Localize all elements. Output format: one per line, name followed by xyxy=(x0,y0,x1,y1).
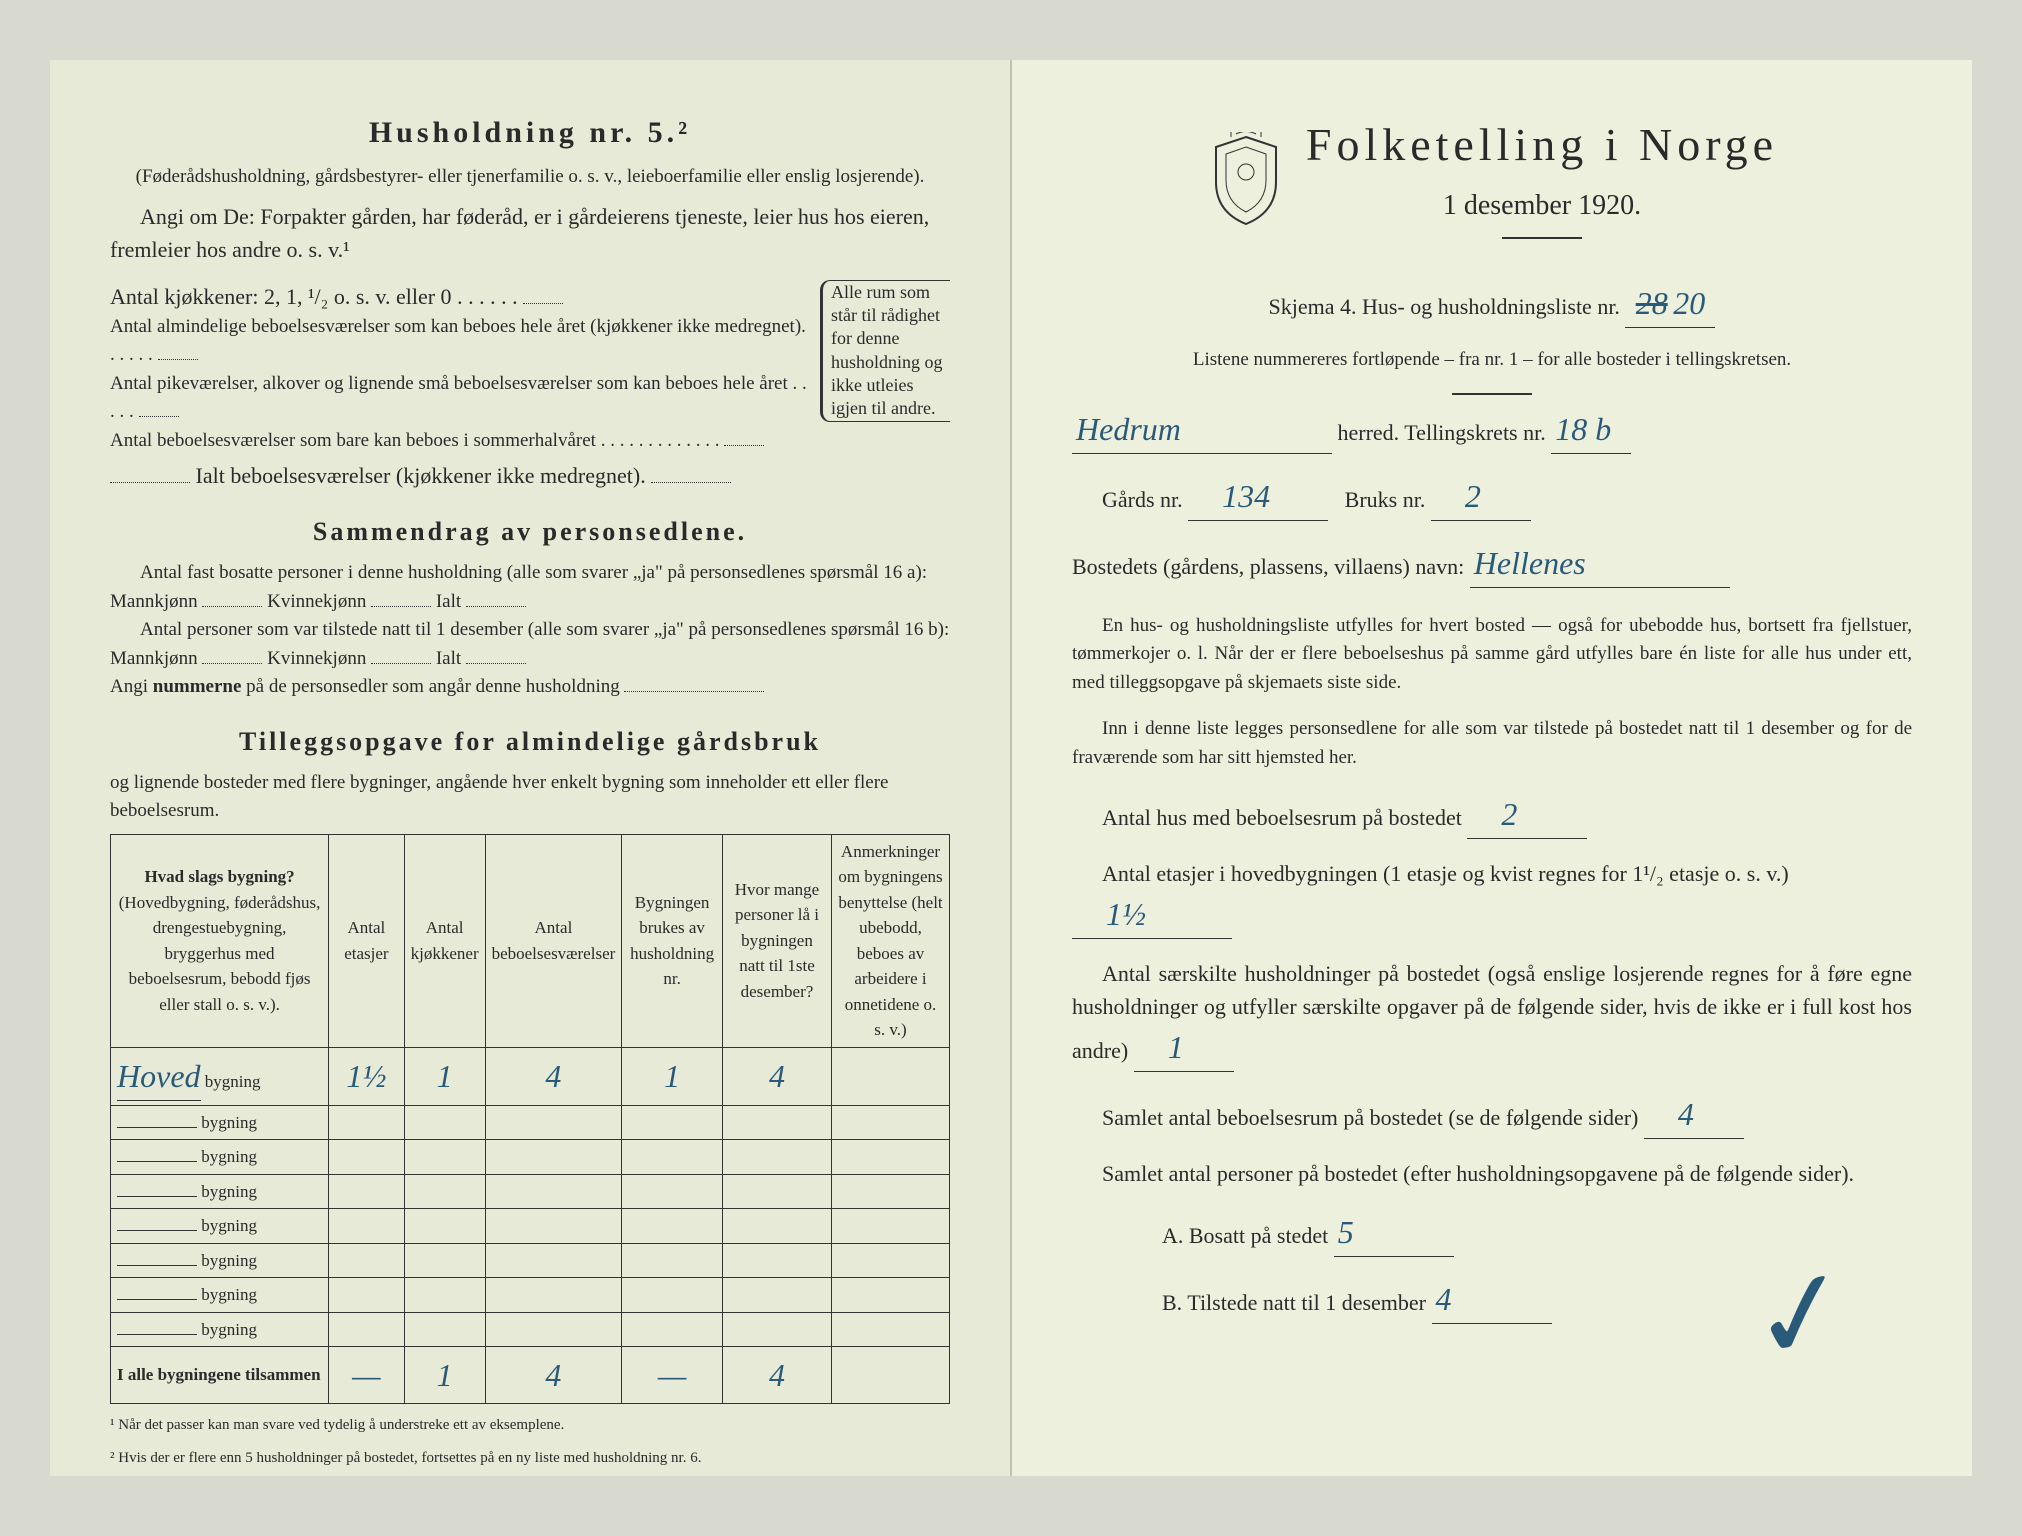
bracket-note: Alle rum som står til rådighet for denne… xyxy=(820,280,950,422)
q-houses: Antal hus med beboelsesrum på bostedet 2 xyxy=(1072,790,1912,839)
table-total-row: I alle bygningene tilsammen — 1 4 — 4 xyxy=(111,1347,950,1404)
summary-line3: Angi nummerne på de personsedler som ang… xyxy=(110,673,950,702)
coat-of-arms-icon xyxy=(1206,132,1286,227)
census-title: Folketelling i Norge xyxy=(1306,110,1778,179)
household-sub2: Angi om De: Forpakter gården, har føderå… xyxy=(110,200,950,266)
q-persons-label: Samlet antal personer på bostedet (efter… xyxy=(1072,1157,1912,1190)
instructions-p1: En hus- og husholdningsliste utfylles fo… xyxy=(1072,612,1912,698)
bosted-line: Bostedets (gårdens, plassens, villaens) … xyxy=(1072,539,1912,588)
left-page: Husholdning nr. 5.² (Føderådshusholdning… xyxy=(50,60,1012,1476)
table-header-row: Hvad slags bygning?(Hovedbygning, føderå… xyxy=(111,834,950,1047)
q-rooms: Samlet antal beboelsesrum på bostedet (s… xyxy=(1072,1090,1912,1139)
census-date: 1 desember 1920. xyxy=(1306,185,1778,227)
footnote-2: ² Hvis der er flere enn 5 husholdninger … xyxy=(110,1447,950,1470)
herred-line: Hedrum herred. Tellingskrets nr. 18 b xyxy=(1072,405,1912,454)
table-row: bygning xyxy=(111,1174,950,1209)
gards-line: Gårds nr. 134 Bruks nr. 2 xyxy=(1072,472,1912,521)
title-block: Folketelling i Norge 1 desember 1920. xyxy=(1072,110,1912,249)
room-questions: Antal kjøkkener: 2, 1, ¹/₂ o. s. v. elle… xyxy=(110,280,810,493)
supplement-sub: og lignende bosteder med flere bygninger… xyxy=(110,769,950,826)
household-heading: Husholdning nr. 5.² xyxy=(110,110,950,155)
supplement-heading: Tilleggsopgave for almindelige gårdsbruk xyxy=(110,722,950,761)
instructions-p2: Inn i denne liste legges personsedlene f… xyxy=(1072,715,1912,772)
q-floors: Antal etasjer i hovedbygningen (1 etasje… xyxy=(1072,857,1912,939)
q-households: Antal særskilte husholdninger på bostede… xyxy=(1072,957,1912,1072)
table-row: bygning xyxy=(111,1105,950,1140)
summary-line1: Antal fast bosatte personer i denne hush… xyxy=(110,559,950,616)
table-row: bygning xyxy=(111,1312,950,1347)
summary-heading: Sammendrag av personsedlene. xyxy=(110,512,950,551)
table-row: Hoved bygning 1½ 1 4 1 4 xyxy=(111,1047,950,1105)
table-row: bygning xyxy=(111,1243,950,1278)
summary-line2: Antal personer som var tilstede natt til… xyxy=(110,616,950,673)
right-page: Folketelling i Norge 1 desember 1920. Sk… xyxy=(1012,60,1972,1476)
table-row: bygning xyxy=(111,1140,950,1175)
footnote-1: ¹ Når det passer kan man svare ved tydel… xyxy=(110,1414,950,1437)
table-row: bygning xyxy=(111,1278,950,1313)
schema-line: Skjema 4. Hus- og husholdningsliste nr. … xyxy=(1072,279,1912,328)
schema-sub: Listene nummereres fortløpende – fra nr.… xyxy=(1072,346,1912,375)
table-row: bygning xyxy=(111,1209,950,1244)
household-sub1: (Føderådshusholdning, gårdsbestyrer- ell… xyxy=(110,163,950,192)
building-table: Hvad slags bygning?(Hovedbygning, føderå… xyxy=(110,834,950,1405)
